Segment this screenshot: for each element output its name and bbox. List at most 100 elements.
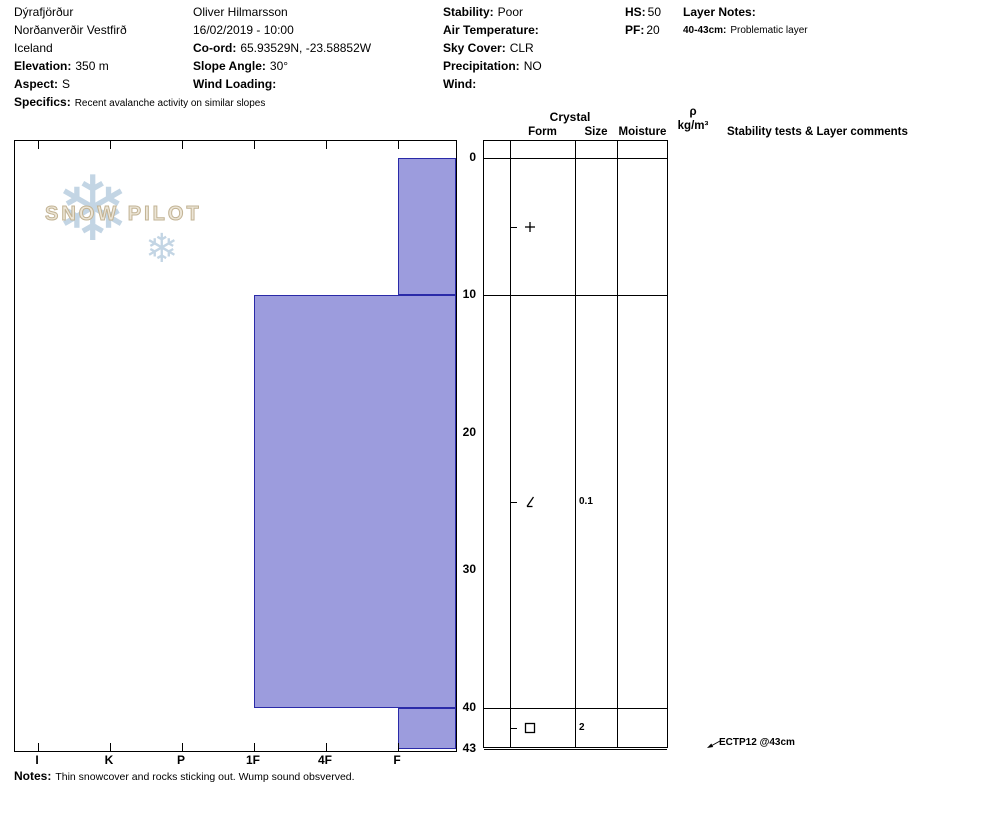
layer-bar-0-10 (398, 158, 456, 296)
layer-boundary-line (484, 748, 667, 750)
air-temperature-row: Air Temperature: (443, 23, 543, 37)
wind-row: Wind: (443, 77, 480, 91)
hardness-plot: ❄ ❄ SNOW PILOT (14, 140, 457, 752)
table-vline-moisture (617, 141, 618, 747)
grain-form-symbol-square (524, 723, 536, 734)
aspect-label: Aspect: (14, 77, 59, 91)
pf-row: PF: 20 (625, 23, 660, 37)
snowflake-icon: ❄ (55, 160, 131, 260)
depth-axis-label: 20 (462, 424, 476, 439)
notes-label: Notes: (14, 769, 52, 783)
form-column-header: Form (528, 126, 557, 138)
hardness-axis-label: F (393, 753, 401, 767)
hs-value: 50 (647, 5, 662, 19)
depth-axis-label: 10 (462, 287, 476, 302)
snowpilot-logo: ❄ ❄ SNOW PILOT (43, 163, 253, 293)
wind-label: Wind: (443, 77, 477, 91)
snowpilot-logo-text: SNOW PILOT (45, 203, 202, 226)
coordinates-label: Co-ord: (193, 41, 237, 55)
grain-form-symbol-df-slash (526, 496, 535, 507)
layer-boundary-line (484, 707, 667, 709)
hardness-tick (38, 141, 39, 149)
hardness-tick (110, 743, 111, 751)
test-annotation-arrow (707, 740, 721, 748)
table-vline-form (510, 141, 511, 747)
crystal-table: 0.1 2 (483, 140, 668, 750)
specifics-label: Specifics: (14, 95, 71, 109)
layer-notes-header: Layer Notes: (683, 5, 756, 19)
hardness-axis-label: 4F (317, 753, 332, 767)
layer-boundary-line (484, 158, 667, 159)
hardness-tick (182, 141, 183, 149)
hardness-tick (254, 743, 255, 751)
hardness-axis-label: P (176, 753, 185, 767)
sky-cover-row: Sky Cover: CLR (443, 41, 534, 55)
layer-note-depth: 40-43cm: (683, 25, 727, 36)
grain-form-symbol-plus (525, 221, 535, 232)
hs-label: HS: (625, 5, 646, 19)
pf-value: 20 (646, 23, 660, 37)
precipitation-row: Precipitation: NO (443, 59, 542, 73)
observation-datetime: 16/02/2019 - 10:00 (193, 23, 294, 37)
depth-axis-label: 0 (469, 150, 476, 164)
table-vline-size (575, 141, 576, 747)
size-column-header: Size (584, 126, 608, 138)
coordinates-value: 65.93529N, -23.58852W (240, 41, 372, 55)
stability-value: Poor (497, 5, 524, 19)
hardness-axis-label: K (104, 753, 114, 767)
pf-label: PF: (625, 23, 645, 37)
slope-angle-row: Slope Angle: 30° (193, 59, 288, 73)
layer-note-text: Problematic layer (730, 25, 808, 36)
elevation-label: Elevation: (14, 59, 72, 73)
location-country: Iceland (14, 41, 53, 55)
stability-tests-header: Stability tests & Layer comments (727, 126, 908, 138)
layer-bar-10-40 (254, 295, 456, 708)
layer-bar-40-43 (398, 707, 456, 749)
crystal-header: Crystal (549, 110, 591, 124)
depth-axis-label: 43 (462, 740, 476, 755)
hardness-tick (254, 141, 255, 149)
form-row-tick (510, 728, 517, 730)
stability-test-annotation: ECTP12 @43cm (719, 737, 795, 748)
slope-angle-label: Slope Angle: (193, 59, 266, 73)
specifics-row: Specifics: Recent avalanche activity on s… (14, 95, 265, 111)
density-symbol-header: ρ (689, 106, 697, 118)
hardness-tick (38, 743, 39, 751)
sky-cover-label: Sky Cover: (443, 41, 506, 55)
layer-boundary-line (484, 295, 667, 297)
form-row-tick (510, 226, 517, 228)
stability-label: Stability: (443, 5, 494, 19)
wind-loading-row: Wind Loading: (193, 77, 280, 91)
elevation-value: 350 m (75, 59, 109, 73)
wind-loading-label: Wind Loading: (193, 77, 277, 91)
stability-row: Stability: Poor (443, 5, 523, 19)
layer-note-row: 40-43cm: Problematic layer (683, 25, 808, 36)
location-name: Dýrafjörður (14, 5, 74, 19)
hardness-tick (326, 141, 327, 149)
hardness-tick (110, 141, 111, 149)
hardness-tick (398, 743, 399, 751)
form-row-tick (510, 501, 517, 503)
observer-name: Oliver Hilmarsson (193, 5, 288, 19)
moisture-column-header: Moisture (618, 126, 667, 138)
aspect-row: Aspect: S (14, 77, 70, 91)
density-unit-header: kg/m³ (677, 120, 709, 132)
grain-size-value: 0.1 (579, 495, 593, 507)
specifics-value: Recent avalanche activity on similar slo… (74, 98, 266, 109)
notes-row: Notes: Thin snowcover and rocks sticking … (14, 767, 355, 785)
aspect-value: S (62, 77, 71, 91)
elevation-row: Elevation: 350 m (14, 59, 109, 73)
depth-axis-label: 30 (462, 562, 476, 577)
notes-text: Thin snowcover and rocks sticking out. W… (55, 771, 355, 783)
hardness-tick (326, 743, 327, 751)
hardness-tick (398, 141, 399, 149)
precipitation-value: NO (523, 59, 542, 73)
sky-cover-value: CLR (509, 41, 534, 55)
coordinates-row: Co-ord: 65.93529N, -23.58852W (193, 41, 371, 55)
air-temperature-label: Air Temperature: (443, 23, 539, 37)
hs-row: HS: 50 (625, 5, 661, 19)
grain-size-value: 2 (579, 722, 585, 734)
hardness-axis-label: 1F (245, 753, 260, 767)
location-region: Norðanverðir Vestfirð (14, 23, 127, 37)
